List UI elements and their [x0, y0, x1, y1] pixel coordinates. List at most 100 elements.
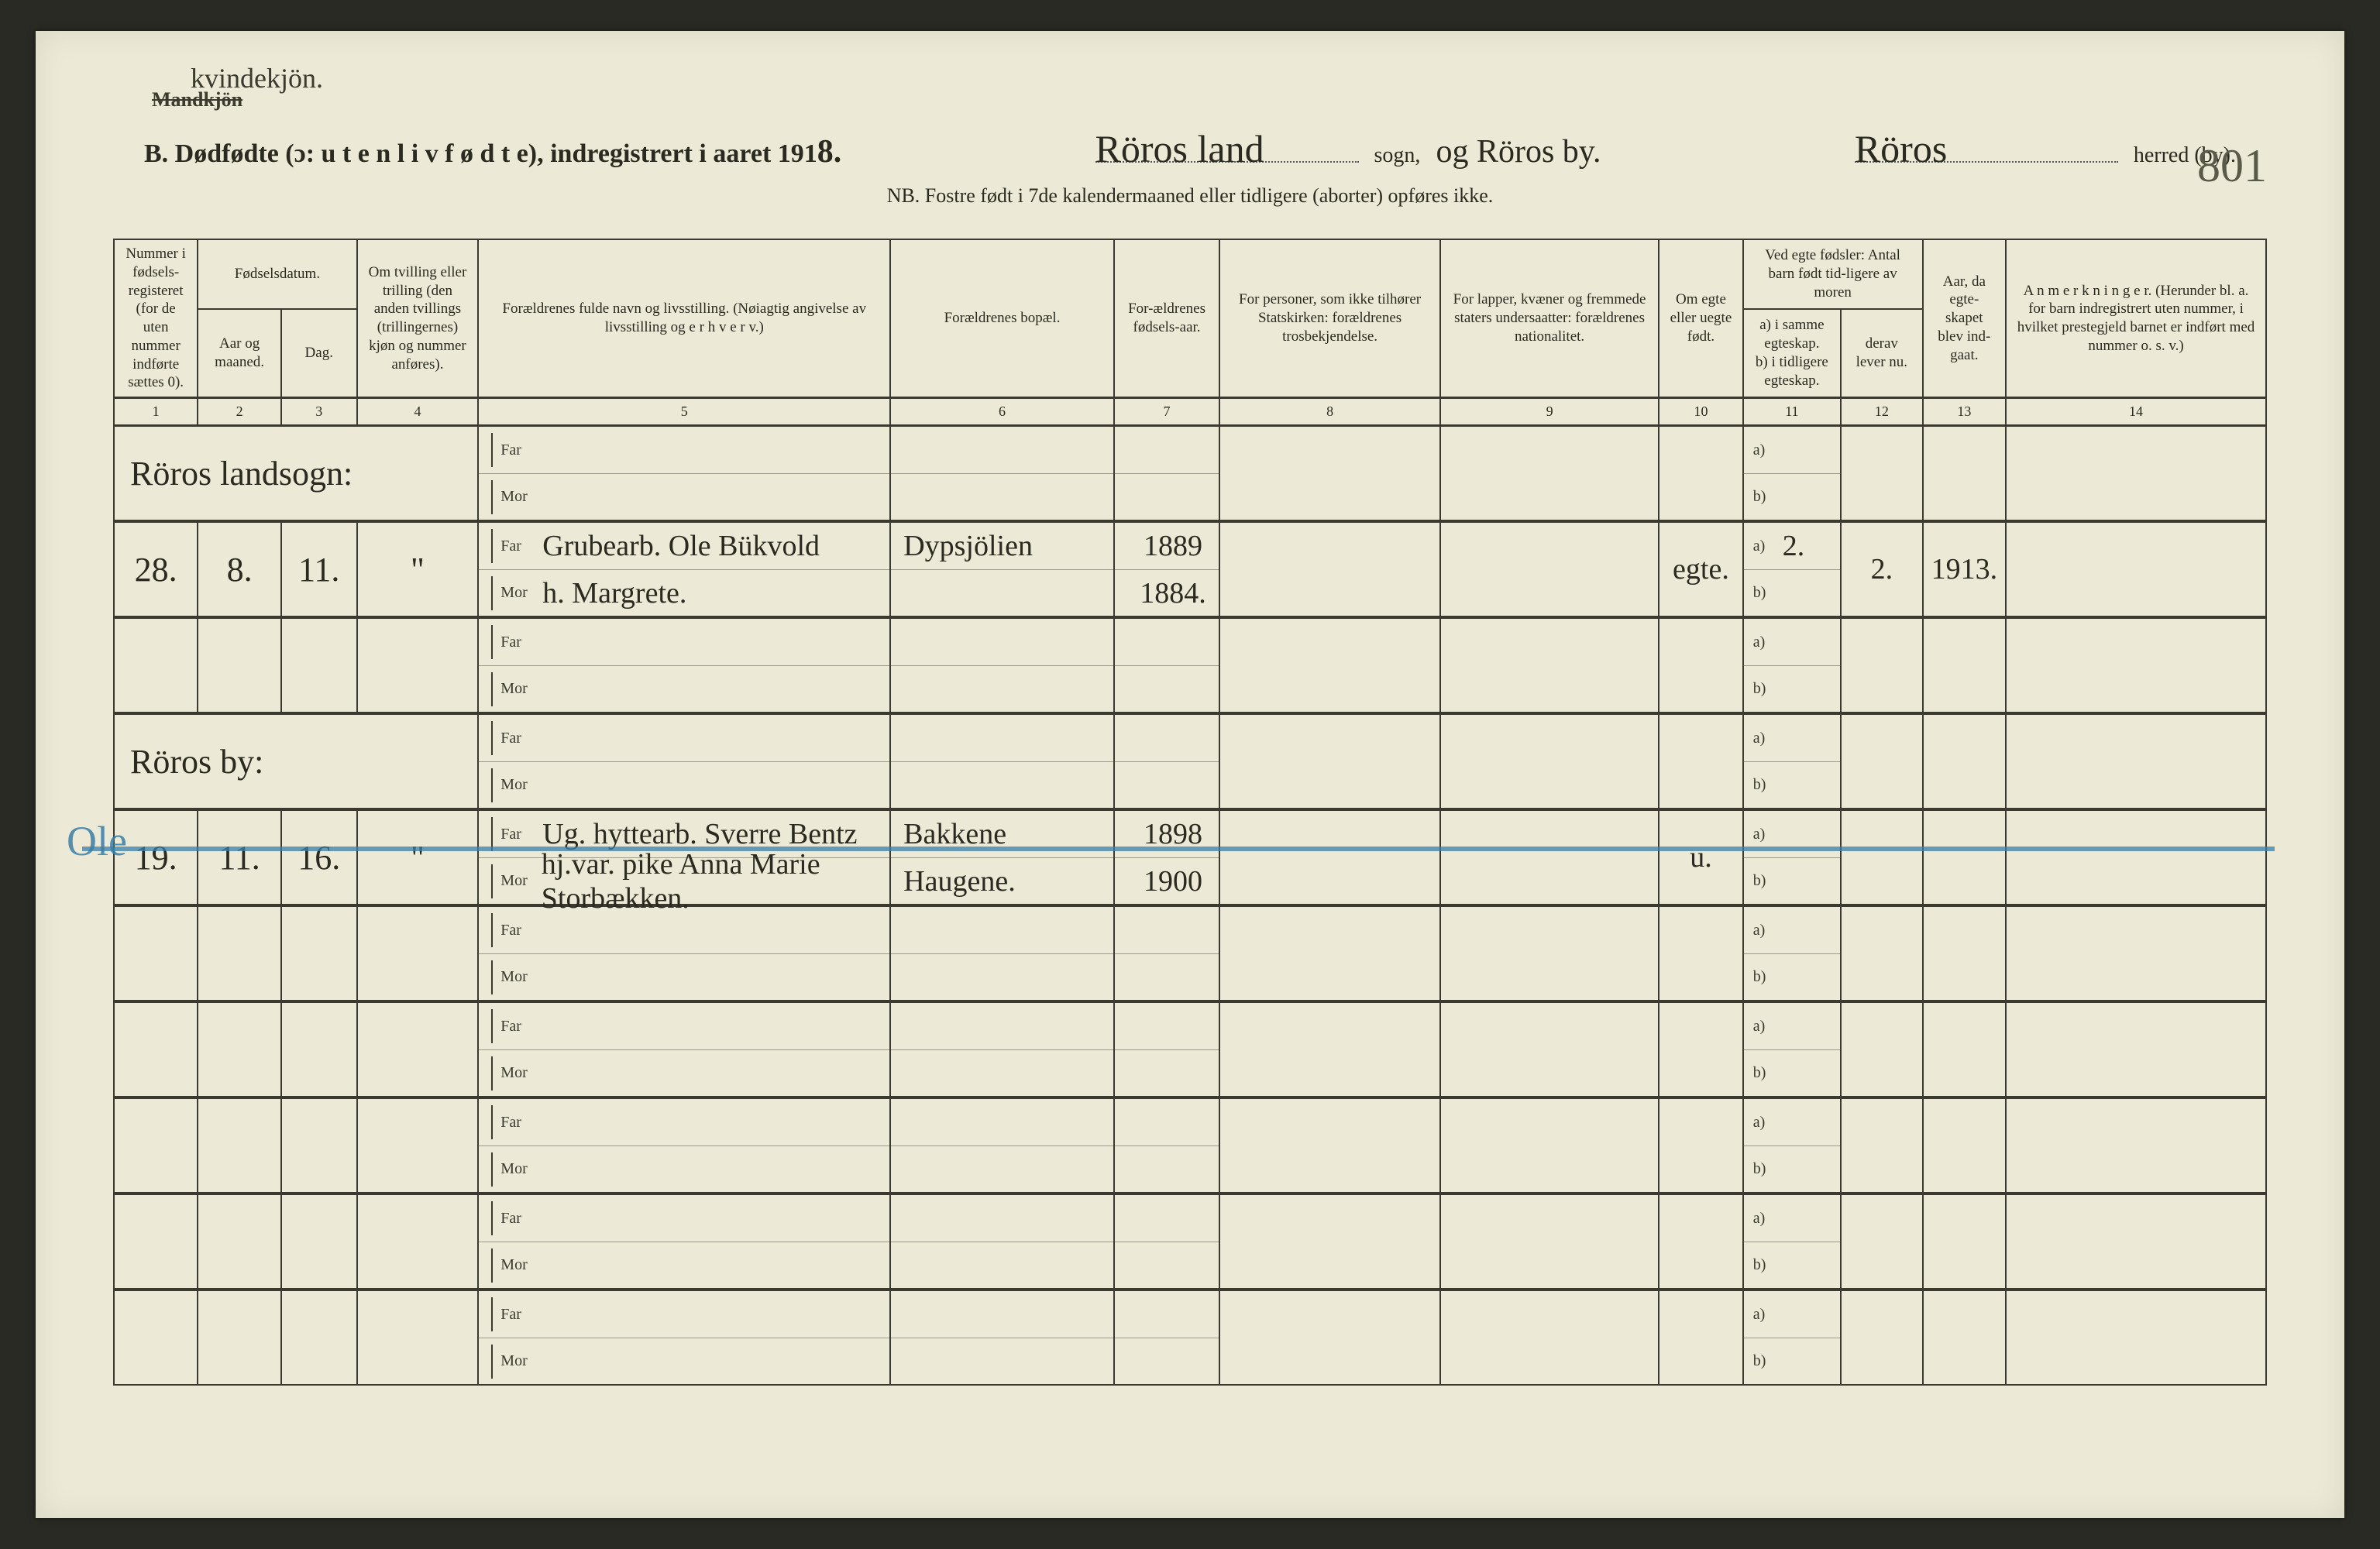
cell-c10 [1659, 905, 1743, 1001]
cell-c8 [1219, 521, 1440, 617]
cell-c3 [281, 1097, 357, 1194]
cell-parents: Far Mor [478, 713, 890, 809]
cell-parents: Far Mor [478, 1194, 890, 1290]
mor-label: Mor [491, 1248, 528, 1283]
mor-label: Mor [491, 864, 527, 898]
cell-residence [890, 426, 1114, 522]
cell-parents: Far Mor [478, 617, 890, 713]
cell-c8 [1219, 426, 1440, 522]
cell-c12 [1841, 809, 1922, 905]
a-label: a) [1753, 634, 1775, 651]
entry-residence-far: Bakkene [903, 817, 1006, 851]
cell-birthyear: 1898 1900 [1114, 809, 1219, 905]
cell-c2 [198, 905, 281, 1001]
cell-c13 [1923, 1097, 2007, 1194]
b-label: b) [1753, 968, 1775, 986]
cell-c1 [114, 1194, 198, 1290]
b-label: b) [1753, 584, 1775, 602]
cell-c1: 28. [114, 521, 198, 617]
cell-residence [890, 1194, 1114, 1290]
cell-c14 [2006, 1290, 2266, 1385]
colnum: 13 [1923, 398, 2007, 426]
herred-value: Röros [1855, 127, 1947, 170]
section-label: Röros landsogn: [130, 455, 353, 493]
cell-c14 [2006, 426, 2266, 522]
col-header-2b: Dag. [281, 309, 357, 398]
col-header-2-top: Fødselsdatum. [198, 239, 356, 309]
header-strikethrough-word: Mandkjön [152, 88, 242, 112]
mor-label: Mor [491, 1056, 528, 1090]
cell-c11: a)2. b) [1743, 521, 1841, 617]
cell-c2 [198, 617, 281, 713]
cell-c3 [281, 1290, 357, 1385]
cell-parents: FarGrubearb. Ole Bükvold Morh. Margrete. [478, 521, 890, 617]
cell-c3 [281, 1001, 357, 1097]
cell-c14 [2006, 905, 2266, 1001]
cell-c14 [2006, 1194, 2266, 1290]
cell-c9 [1440, 521, 1659, 617]
cell-c8 [1219, 905, 1440, 1001]
cell-c4 [357, 1290, 479, 1385]
column-number-row: 1 2 3 4 5 6 7 8 9 10 11 12 13 14 [114, 398, 2266, 426]
cell-birthyear [1114, 617, 1219, 713]
document-page: kvindekjön. Mandkjön 801 B. Dødfødte (ɔ:… [36, 31, 2344, 1518]
cell-c2: 11. [198, 809, 281, 905]
cell-parents: Far Mor [478, 905, 890, 1001]
mor-label: Mor [491, 480, 528, 514]
cell-c2 [198, 1001, 281, 1097]
cell-birthyear: 1889 1884. [1114, 521, 1219, 617]
colnum: 1 [114, 398, 198, 426]
cell-c4 [357, 905, 479, 1001]
cell-c9 [1440, 1097, 1659, 1194]
cell-c2 [198, 1194, 281, 1290]
cell-c11: a) b) [1743, 617, 1841, 713]
entry-c2: 8. [227, 551, 253, 589]
table-row: Far Mor a) b) [114, 1097, 2266, 1194]
colnum: 7 [1114, 398, 1219, 426]
cell-c11: a) b) [1743, 713, 1841, 809]
cell-c9 [1440, 426, 1659, 522]
far-label: Far [491, 721, 528, 755]
nb-note: NB. Fostre født i 7de kalendermaaned ell… [113, 184, 2267, 208]
b-label: b) [1753, 872, 1775, 890]
cell-c10 [1659, 1290, 1743, 1385]
far-label: Far [491, 913, 528, 947]
colnum: 11 [1743, 398, 1841, 426]
entry-c1: 19. [135, 839, 177, 877]
cell-c9 [1440, 1001, 1659, 1097]
cell-residence: Bakkene Haugene. [890, 809, 1114, 905]
table-row: Röros by: Far Mor a) b) [114, 713, 2266, 809]
col-header-5: Forældrenes fulde navn og livsstilling. … [478, 239, 890, 398]
far-label: Far [491, 1009, 528, 1043]
b-label: b) [1753, 680, 1775, 698]
entry-c4: " [411, 551, 425, 589]
far-label: Far [491, 817, 528, 851]
cell-c11: a) b) [1743, 426, 1841, 522]
cell-c12 [1841, 617, 1922, 713]
title-line: B. Dødfødte (ɔ: u t e n l i v f ø d t e)… [113, 132, 2267, 170]
entry-residence-mor: Haugene. [903, 864, 1016, 898]
table-row: Far Mor a) b) [114, 617, 2266, 713]
entry-father: Ug. hyttearb. Sverre Bentz [542, 817, 857, 851]
entry-c4: " [411, 839, 425, 877]
mor-label: Mor [491, 768, 528, 802]
cell-c13 [1923, 1194, 2007, 1290]
table-row: Far Mor a) b) [114, 1194, 2266, 1290]
cell-c1 [114, 905, 198, 1001]
far-label: Far [491, 433, 528, 467]
cell-c8 [1219, 1194, 1440, 1290]
cell-c4 [357, 1097, 479, 1194]
mor-label: Mor [491, 1152, 528, 1187]
cell-c4 [357, 1001, 479, 1097]
entry-c1: 28. [135, 551, 177, 589]
cell-residence [890, 1001, 1114, 1097]
cell-birthyear [1114, 905, 1219, 1001]
cell-c4: " [357, 809, 479, 905]
cell-parents: FarUg. hyttearb. Sverre Bentz Morhj.var.… [478, 809, 890, 905]
b-label: b) [1753, 1064, 1775, 1082]
cell-c10: egte. [1659, 521, 1743, 617]
a-label: a) [1753, 1018, 1775, 1036]
entry-mother: hj.var. pike Anna Marie Storbækken. [542, 847, 889, 915]
cell-c1 [114, 1001, 198, 1097]
sogn-label: sogn, [1374, 143, 1421, 168]
